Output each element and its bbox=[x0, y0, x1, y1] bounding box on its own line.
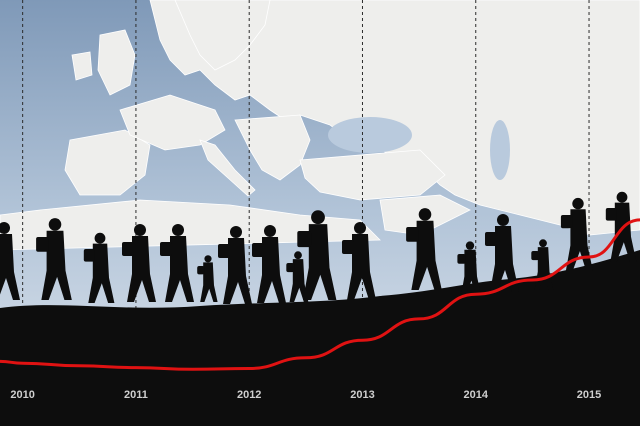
person-silhouette bbox=[605, 191, 637, 262]
person-silhouette bbox=[457, 241, 482, 296]
person-silhouette bbox=[406, 208, 442, 290]
inland-seas bbox=[328, 117, 510, 180]
person-silhouette bbox=[342, 222, 376, 300]
person-silhouette bbox=[297, 210, 337, 300]
x-tick-label: 2012 bbox=[237, 389, 261, 401]
person-silhouette bbox=[83, 232, 115, 303]
x-tick-label: 2013 bbox=[350, 389, 374, 401]
person-silhouette bbox=[160, 224, 194, 302]
x-tick-label: 2011 bbox=[124, 389, 148, 401]
europe-map-icon bbox=[0, 0, 640, 251]
person-silhouette bbox=[252, 225, 286, 303]
person-silhouette bbox=[122, 224, 156, 302]
person-silhouette bbox=[197, 255, 218, 302]
trend-line bbox=[0, 218, 640, 371]
person-silhouette bbox=[36, 218, 72, 300]
walking-refugees-silhouette-icon bbox=[0, 191, 637, 304]
x-tick-label: 2010 bbox=[10, 389, 34, 401]
person-silhouette bbox=[0, 222, 20, 300]
person-silhouette bbox=[485, 214, 519, 292]
person-silhouette bbox=[218, 226, 252, 304]
x-tick-label: 2014 bbox=[464, 389, 489, 401]
person-silhouette bbox=[286, 251, 309, 302]
x-tick-label: 2015 bbox=[577, 389, 601, 401]
x-axis-tick-labels: 2010 2011 2012 2013 2014 2015 bbox=[10, 389, 601, 401]
